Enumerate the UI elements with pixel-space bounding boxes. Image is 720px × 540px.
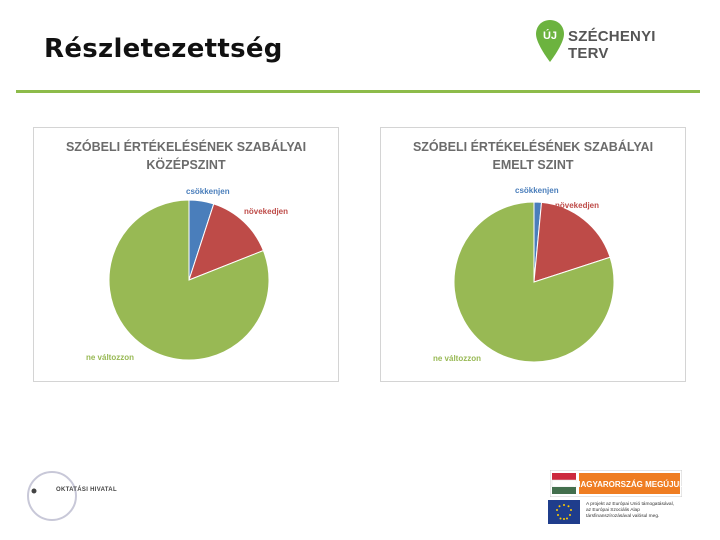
title-divider [16, 90, 700, 93]
eu-text-line-1: A projekt az Európai Unió támogatásával, [586, 502, 674, 507]
szechenyi-terv-logo: ÚJ SZÉCHENYI TERV [534, 18, 694, 66]
pie-slice-novekedjen [188, 203, 265, 281]
chart-title-line-2: EMELT SZINT [492, 158, 574, 172]
pin-icon: ÚJ [536, 20, 564, 62]
magyarorszag-megujul-badge: MAGYARORSZÁG MEGÚJUL [550, 470, 682, 497]
slice-label-csokkenjen: csökkenjen [186, 187, 230, 196]
eu-flag-icon [548, 500, 580, 524]
chart-panel-kozepszint: SZÓBELI ÉRTÉKELÉSÉNEK SZABÁLYAI KÖZÉPSZI… [33, 127, 339, 382]
chart-title: SZÓBELI ÉRTÉKELÉSÉNEK SZABÁLYAI KÖZÉPSZI… [34, 138, 338, 174]
page-title: Részletezettség [44, 34, 283, 64]
pie-slice-ne-valtozzon [453, 201, 615, 363]
slice-label-csokkenjen: csökkenjen [515, 186, 559, 195]
pie-chart: csökkenjen növekedjen ne változzon [433, 186, 615, 363]
pie-slice-ne-valtozzon [108, 199, 270, 361]
chart-title: SZÓBELI ÉRTÉKELÉSÉNEK SZABÁLYAI EMELT SZ… [381, 138, 685, 174]
chart-title-line-1: SZÓBELI ÉRTÉKELÉSÉNEK SZABÁLYAI [412, 140, 654, 154]
eu-funding-block: A projekt az Európai Unió támogatásával,… [548, 500, 688, 526]
chart-title-line-1: SZÓBELI ÉRTÉKELÉSÉNEK SZABÁLYAI [65, 140, 307, 154]
slice-label-novekedjen: növekedjen [244, 207, 288, 216]
pie-chart: csökkenjen növekedjen ne változzon [86, 187, 288, 362]
pie-slice-novekedjen [533, 201, 611, 283]
seal-text: OKTATÁSI HIVATAL [56, 487, 117, 493]
eu-text-line-3: társfinanszírozásával valósul meg. [586, 514, 660, 519]
eu-text-line-2: az Európai Szociális Alap [586, 508, 640, 513]
eu-text: A projekt az Európai Unió támogatásával,… [586, 502, 690, 520]
logo-mark: ÚJ [543, 29, 557, 42]
badge-text: MAGYARORSZÁG MEGÚJUL [574, 480, 682, 489]
oktatasi-hivatal-seal [27, 471, 77, 521]
logo-text: SZÉCHENYI TERV [568, 28, 656, 62]
slice-label-ne-valtozzon: ne változzon [433, 354, 481, 363]
chart-panel-emelt: SZÓBELI ÉRTÉKELÉSÉNEK SZABÁLYAI EMELT SZ… [380, 127, 686, 382]
slice-label-novekedjen: növekedjen [555, 201, 599, 210]
slice-label-ne-valtozzon: ne változzon [86, 353, 134, 362]
chart-title-line-2: KÖZÉPSZINT [146, 158, 226, 172]
